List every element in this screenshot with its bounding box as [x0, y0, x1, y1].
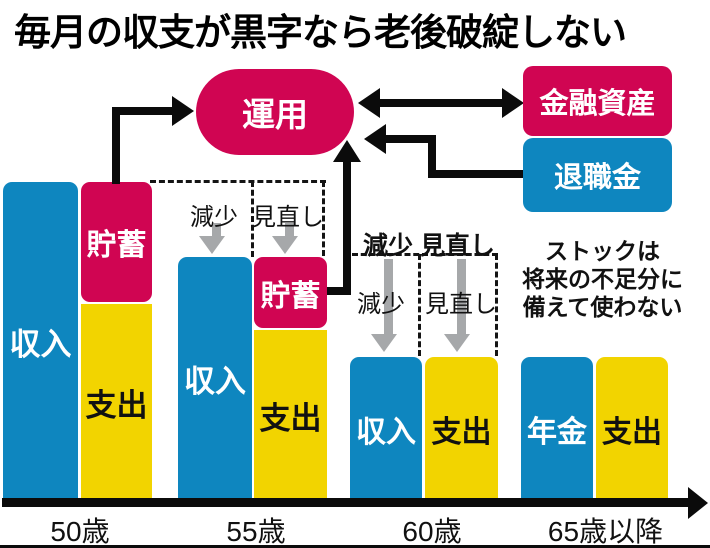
page-title: 毎月の収支が黒字なら老後破綻しない	[14, 12, 627, 53]
decrease-arrow-head-60	[371, 334, 397, 352]
arrow-retirement-to-operation-upper-hstem	[386, 135, 436, 143]
bar-spending-65-label: 支出	[602, 415, 662, 449]
decrease-arrow-head-55	[199, 236, 225, 254]
review-label-55: 見直し	[252, 204, 324, 231]
decrease-arrow-stem-60	[384, 259, 393, 334]
bar-income-55: 収入	[178, 257, 252, 500]
bar-income-60-label: 収入	[356, 415, 416, 449]
arrow-retirement-to-operation-head-icon	[364, 124, 386, 154]
bar-savings-55: 貯蓄	[254, 257, 327, 328]
arrow-savings50-to-operation-head-icon	[172, 96, 194, 126]
bar-spending-60: 支出	[425, 357, 498, 500]
dashed-prior-level-line-55	[150, 180, 326, 183]
operation-node-label: 運用	[242, 96, 308, 133]
dashed-prior-level-line-60	[352, 253, 498, 256]
dashed-divider-55	[251, 181, 254, 257]
retirement-money-node: 退職金	[523, 138, 672, 212]
stock-note-line-3: 備えて使わない	[522, 294, 683, 320]
review-label-60: 見直し	[425, 291, 497, 318]
arrow-savings50-to-operation-hstem	[112, 107, 172, 115]
arrow-savings55-to-operation-hstem	[327, 287, 351, 295]
bar-savings-55-label: 貯蓄	[260, 279, 321, 313]
stock-note: ストックは 将来の不足分に 備えて使わない	[515, 237, 690, 321]
arrow-savings55-to-operation-vstem	[343, 160, 351, 295]
bar-spending-55: 支出	[254, 330, 327, 500]
stock-note-line-1: ストックは	[545, 238, 660, 264]
age-label-65: 65歳以降	[547, 516, 664, 547]
timeline-axis	[2, 498, 690, 507]
bar-income-50-label: 収入	[9, 326, 72, 362]
arrow-retirement-to-operation-lower-hstem	[428, 170, 523, 178]
review-arrow-head-60	[444, 334, 470, 352]
bar-savings-50: 貯蓄	[81, 182, 152, 302]
financial-assets-node: 金融資産	[523, 66, 672, 136]
arrow-savings50-to-operation-vstem	[112, 107, 120, 184]
bar-spending-65: 支出	[596, 357, 668, 500]
bottom-rule	[0, 545, 710, 548]
timeline-axis-arrow-icon	[688, 487, 708, 519]
dashed-right-edge-55	[322, 181, 325, 256]
decrease-label-55: 減少	[190, 204, 238, 231]
retirement-money-label: 退職金	[553, 162, 641, 194]
arrow-operation-assets-right-head-icon	[502, 88, 524, 118]
arrow-operation-assets-line	[380, 99, 502, 107]
bar-savings-50-label: 貯蓄	[86, 229, 147, 262]
decrease-arrow-stem-55	[212, 223, 221, 236]
age-label-55: 55歳	[226, 516, 286, 547]
bar-spending-60-label: 支出	[431, 415, 492, 449]
financial-assets-label: 金融資産	[539, 88, 656, 120]
bar-spending-50: 支出	[81, 304, 152, 500]
age-label-50: 50歳	[50, 516, 110, 547]
decrease-label-60: 減少	[357, 291, 405, 318]
age-label-60: 60歳	[402, 516, 462, 547]
bar-income-55-label: 収入	[184, 364, 246, 399]
review-arrow-stem-60	[457, 259, 466, 334]
bar-spending-50-label: 支出	[85, 387, 148, 423]
arrow-operation-assets-left-head-icon	[358, 88, 380, 118]
bar-spending-55-label: 支出	[259, 400, 322, 436]
operation-node: 運用	[196, 69, 354, 155]
dashed-right-edge-60	[495, 254, 498, 356]
stock-note-line-2: 将来の不足分に	[522, 266, 683, 292]
bar-income-60: 収入	[350, 357, 422, 500]
review-arrow-stem-55	[285, 223, 294, 236]
bar-pension-65-label: 年金	[527, 415, 587, 449]
arrow-savings55-to-operation-head-icon	[333, 140, 361, 162]
decrease-review-header-60: 減少 見直し	[363, 232, 495, 260]
review-arrow-head-55	[272, 236, 298, 254]
bar-pension-65: 年金	[521, 357, 593, 500]
bar-income-50: 収入	[3, 182, 78, 500]
dashed-divider-60	[418, 254, 421, 356]
arrow-retirement-to-operation-vstem	[428, 135, 436, 178]
